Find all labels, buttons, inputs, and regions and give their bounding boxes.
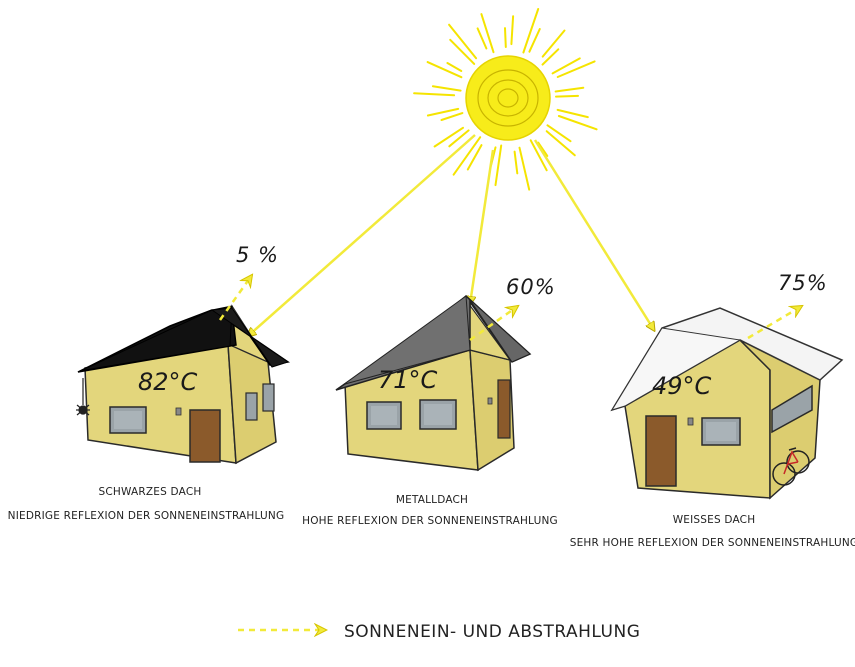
sun-ray: [449, 38, 476, 65]
sun-ray: [413, 92, 456, 97]
house-2-temperature: 71°C: [378, 366, 438, 394]
incoming-arrow-house-2: [470, 149, 495, 304]
sun-ray: [513, 150, 519, 175]
sun-ray: [537, 141, 549, 157]
house-1-side-window-1: [245, 392, 258, 421]
legend-label: SONNENEIN- UND ABSTRAHLUNG: [344, 622, 640, 642]
house-2-door: [497, 379, 511, 439]
house-1-caption: SCHWARZES DACH NIEDRIGE REFLEXION DER SO…: [8, 486, 285, 522]
house-white-roof: 49°C: [610, 307, 844, 500]
sun-ray: [556, 60, 596, 78]
sun-ray: [545, 130, 576, 157]
incoming-arrow-house-1: [248, 134, 476, 336]
spider-icon: [76, 378, 90, 416]
house-1-description: NIEDRIGE REFLEXION DER SONNENEINSTRAHLUN…: [8, 510, 285, 522]
house-3-temperature: 49°C: [652, 372, 712, 400]
sun-ray: [541, 48, 560, 66]
sun-ray: [551, 57, 581, 75]
house-3-roof-type: WEISSES DACH: [673, 514, 756, 526]
sun-ray: [528, 28, 541, 53]
house-metal-roof: 71°C: [335, 295, 532, 472]
sun-ray: [522, 8, 540, 54]
house-black-roof: 82°C: [76, 304, 290, 465]
sun-ray: [556, 108, 589, 119]
sun-ray: [518, 146, 531, 191]
house-1-reflection-percent: 5 %: [236, 243, 279, 267]
sun-ray: [557, 115, 598, 131]
house-1-side-window-2: [262, 383, 275, 412]
sun-ray: [529, 139, 548, 172]
sun-ray: [448, 129, 470, 148]
sun-ray: [494, 144, 503, 187]
house-3-door: [645, 415, 677, 487]
house-1-roof-type: SCHWARZES DACH: [99, 486, 202, 498]
house-3-description: SEHR HOHE REFLEXION DER SONNENEINSTRAHLU…: [570, 537, 855, 549]
sun-ray: [504, 27, 507, 48]
sun-ray: [466, 144, 483, 171]
sun-ray: [546, 124, 572, 143]
sun-ray: [480, 13, 495, 54]
sun-ray: [541, 29, 566, 58]
sun-ray: [431, 85, 462, 92]
house-1-door: [189, 409, 221, 463]
sun-icon: [413, 8, 598, 191]
sun-ray: [426, 107, 460, 117]
house-2-description: HOHE REFLEXION DER SONNENEINSTRAHLUNG: [302, 515, 558, 527]
sun-ray: [510, 15, 515, 46]
incoming-radiation-arrows: [248, 134, 654, 336]
legend: SONNENEIN- UND ABSTRAHLUNG: [238, 622, 640, 642]
sun-ray: [448, 23, 478, 60]
sun-ray: [440, 112, 464, 121]
sun-ray: [452, 136, 482, 176]
sun-ray: [476, 27, 488, 50]
incoming-arrow-house-3: [533, 139, 654, 330]
sun-ray: [555, 94, 579, 98]
house-3-window-2: [771, 384, 813, 434]
house-1-temperature: 82°C: [138, 368, 198, 396]
house-2-caption: METALLDACH HOHE REFLEXION DER SONNENEINS…: [302, 494, 558, 527]
house-3-caption: WEISSES DACH SEHR HOHE REFLEXION DER SON…: [570, 514, 855, 549]
house-3-reflection-percent: 75%: [778, 271, 828, 295]
reflected-radiation-arrows: [218, 275, 802, 342]
bicycle-icon: [772, 447, 810, 486]
sun-ray: [554, 86, 585, 93]
reflected-arrow-house-2: [469, 306, 518, 342]
sun-ray: [446, 62, 463, 72]
reflected-arrow-house-1: [218, 275, 252, 321]
house-2-roof-type: METALLDACH: [396, 494, 468, 506]
sun-ray: [426, 61, 463, 79]
sun-ray: [433, 126, 464, 148]
house-2-reflection-percent: 60%: [506, 275, 556, 299]
